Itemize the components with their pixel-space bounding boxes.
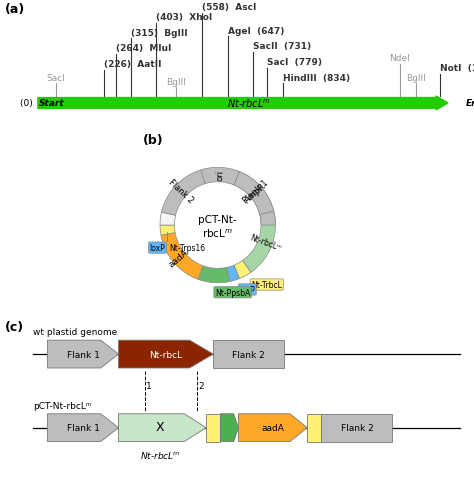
Text: Flank 2: Flank 2 [232, 350, 265, 359]
Text: Flank 2: Flank 2 [340, 423, 374, 432]
Text: wt plastid genome: wt plastid genome [33, 327, 118, 336]
Text: 2: 2 [199, 382, 204, 391]
Text: Flank 2: Flank 2 [166, 178, 195, 205]
Text: rbcL$^m$: rbcL$^m$ [202, 227, 233, 240]
FancyBboxPatch shape [307, 414, 321, 442]
Text: Start: Start [39, 99, 64, 108]
Text: Nt-rbcL: Nt-rbcL [149, 350, 182, 359]
Wedge shape [234, 172, 274, 215]
Wedge shape [234, 261, 251, 279]
Text: HindIII  (834): HindIII (834) [283, 73, 350, 83]
Text: ori: ori [216, 169, 225, 181]
Text: 1: 1 [146, 382, 152, 391]
Wedge shape [233, 171, 274, 216]
Text: Nt-rbcL$^m$: Nt-rbcL$^m$ [140, 449, 181, 460]
Wedge shape [243, 214, 275, 273]
Wedge shape [260, 212, 275, 226]
Wedge shape [201, 168, 239, 186]
Text: Nt-PpsbA: Nt-PpsbA [215, 288, 250, 297]
Text: loxP: loxP [150, 243, 165, 252]
Text: Nt-rbcLᵐ: Nt-rbcLᵐ [248, 233, 282, 252]
Text: SacI: SacI [46, 73, 65, 83]
Polygon shape [238, 414, 307, 442]
Text: SacI  (779): SacI (779) [267, 58, 322, 67]
Text: X: X [156, 420, 164, 432]
Polygon shape [118, 340, 213, 368]
FancyBboxPatch shape [213, 340, 284, 368]
FancyArrow shape [38, 97, 448, 111]
Wedge shape [198, 266, 230, 283]
Text: aadA: aadA [167, 247, 191, 269]
Text: (226)  AatII: (226) AatII [104, 60, 162, 69]
Text: (558)  AscI: (558) AscI [202, 3, 256, 12]
Text: NdeI: NdeI [390, 54, 410, 63]
Text: pCT-Nt-rbcLᵐ: pCT-Nt-rbcLᵐ [33, 401, 91, 410]
Polygon shape [118, 414, 206, 442]
Text: AgeI  (647): AgeI (647) [228, 26, 284, 36]
Text: AmpR: AmpR [244, 181, 268, 204]
Text: Nt-rbcL$^m$: Nt-rbcL$^m$ [227, 97, 271, 110]
Text: loxP: loxP [239, 286, 255, 294]
Polygon shape [47, 414, 118, 442]
Text: Flank 1: Flank 1 [66, 350, 100, 359]
Text: SacII  (731): SacII (731) [253, 42, 311, 51]
FancyBboxPatch shape [206, 414, 220, 442]
Text: NotI  (1367): NotI (1367) [440, 64, 474, 73]
Polygon shape [47, 340, 118, 368]
Polygon shape [220, 414, 238, 442]
Wedge shape [161, 233, 203, 280]
Text: Flank 1: Flank 1 [66, 423, 100, 432]
Text: (403)  XhoI: (403) XhoI [156, 13, 213, 22]
Text: (264)  MluI: (264) MluI [116, 44, 171, 53]
Text: BgIII: BgIII [406, 73, 426, 83]
Text: End: End [465, 99, 474, 108]
Text: (c): (c) [5, 320, 24, 333]
Wedge shape [160, 226, 175, 236]
Text: (a): (a) [5, 2, 25, 15]
Text: Nt-TrbcL: Nt-TrbcL [251, 280, 282, 289]
Text: (b): (b) [143, 133, 164, 146]
FancyBboxPatch shape [321, 414, 392, 442]
Text: pCT-Nt-: pCT-Nt- [199, 215, 237, 225]
Wedge shape [227, 265, 239, 282]
Wedge shape [160, 213, 175, 226]
Text: Flank 1: Flank 1 [241, 179, 270, 205]
Wedge shape [162, 170, 205, 216]
Text: (0): (0) [20, 99, 36, 108]
Text: Nt-Trps16: Nt-Trps16 [169, 243, 205, 252]
Text: (315)  BgIII: (315) BgIII [131, 29, 187, 37]
Text: BgIII: BgIII [166, 77, 185, 86]
Text: aadA: aadA [261, 423, 284, 432]
